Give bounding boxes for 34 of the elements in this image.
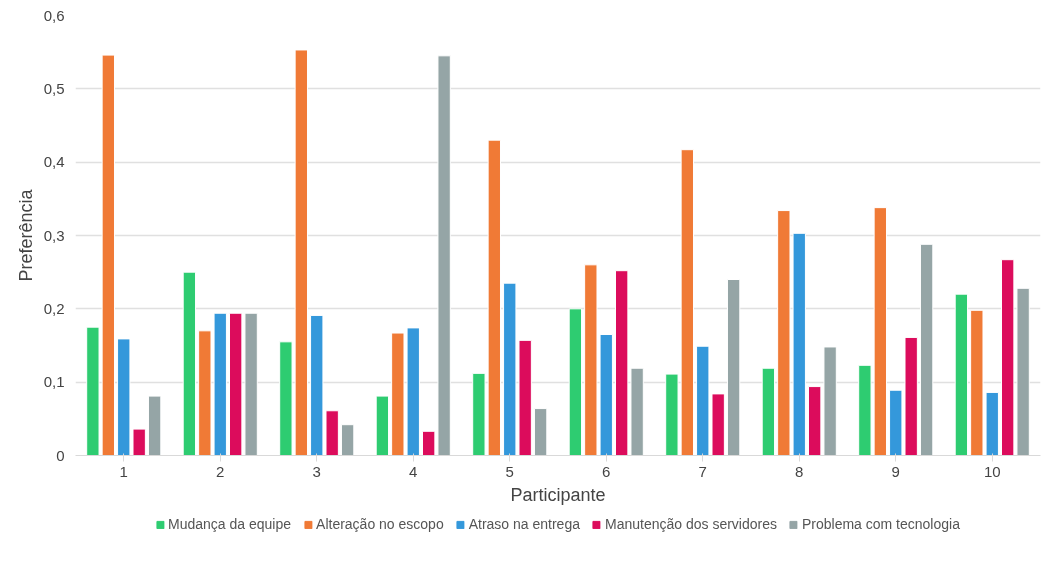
x-tick-label: 2 — [216, 462, 225, 480]
bar — [147, 395, 162, 456]
y-tick-label: 0,3 — [43, 226, 65, 244]
x-tick-label: 3 — [312, 462, 321, 480]
bar — [919, 243, 934, 456]
legend-label: Problema com tecnologia — [801, 516, 960, 532]
x-tick-label: 1 — [119, 462, 128, 480]
bar — [568, 308, 583, 456]
x-tick-label: 9 — [891, 462, 900, 480]
y-tick-label: 0,2 — [43, 299, 65, 317]
bar — [726, 279, 741, 456]
y-tick-label: 0,5 — [43, 79, 65, 97]
x-tick-label: 10 — [983, 462, 1001, 480]
legend-label: Mudança da equipe — [168, 516, 292, 532]
bar — [340, 424, 355, 456]
x-tick-label: 4 — [409, 462, 418, 480]
y-tick-label: 0 — [56, 446, 65, 464]
y-tick-label: 0,1 — [43, 373, 65, 391]
x-tick-label: 7 — [698, 462, 707, 480]
y-tick-label: 0,6 — [43, 6, 65, 24]
bar — [182, 271, 197, 456]
y-axis-title: Preferência — [15, 188, 36, 282]
x-axis-title: Participante — [510, 484, 606, 505]
x-tick-label: 5 — [505, 462, 514, 480]
y-tick-label: 0,4 — [43, 153, 65, 171]
bar — [533, 408, 548, 456]
bar — [375, 395, 390, 456]
legend-label: Atraso na entrega — [468, 516, 580, 532]
legend-label: Manutenção dos servidores — [604, 516, 777, 532]
bar — [761, 367, 776, 456]
bar — [954, 293, 969, 456]
legend-label: Alteração no escopo — [316, 516, 444, 532]
x-tick-label: 8 — [795, 462, 804, 480]
x-tick-label: 6 — [602, 462, 611, 480]
